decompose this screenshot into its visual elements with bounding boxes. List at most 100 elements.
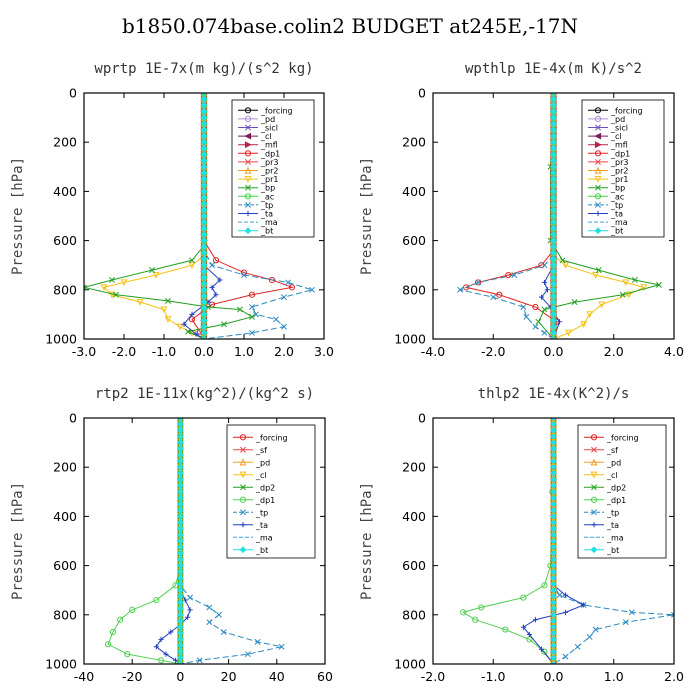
data-point (212, 257, 220, 264)
data-point (129, 606, 136, 613)
data-point (109, 277, 115, 283)
data-point (149, 267, 155, 274)
legend-entry: _bt (610, 227, 623, 236)
data-point (193, 331, 199, 337)
legend-marker (239, 496, 247, 503)
data-point (502, 626, 509, 633)
data-point (249, 313, 255, 320)
legend-marker (590, 434, 598, 441)
data-point (160, 306, 168, 314)
legend-entry: _ma (255, 533, 273, 542)
data-point (523, 313, 530, 320)
y-tick-label: 600 (402, 233, 426, 248)
data-point (185, 328, 191, 335)
data-point (200, 335, 208, 339)
legend-entry: _pd (255, 458, 270, 467)
panel-1: wprtp 1E-7x(m kg)/(s^2 kg) Pressure [hPa]… (10, 61, 334, 359)
data-point (562, 609, 569, 615)
legend-entry: _ta (255, 521, 268, 530)
data-point (463, 284, 470, 291)
data-point (520, 624, 526, 630)
legend-entry: _tp (606, 508, 619, 517)
data-point (550, 418, 557, 421)
legend-marker (244, 115, 252, 123)
x-tick-label: 3.0 (314, 344, 334, 359)
legend-entry: _ma (260, 218, 278, 227)
legend-marker (595, 184, 601, 191)
legend-entry: _sicl (260, 124, 278, 133)
y-axis-label: Pressure [hPa] (359, 157, 375, 275)
legend-marker (244, 141, 252, 149)
data-point (220, 629, 227, 635)
data-point (556, 319, 563, 325)
data-point (164, 316, 172, 324)
legend-marker (245, 124, 251, 131)
legend-entry: _forcing (255, 433, 288, 442)
y-tick-label: 1000 (394, 657, 426, 672)
legend-marker (595, 158, 601, 165)
legend-entry: _dp1 (606, 496, 626, 505)
data-point (571, 299, 578, 306)
y-tick-label: 1000 (45, 657, 77, 672)
data-point (244, 651, 251, 658)
data-point (574, 643, 581, 650)
data-point (541, 329, 548, 336)
x-tick-label: 0.0 (544, 669, 564, 684)
legend-marker (244, 176, 252, 183)
y-tick-label: 600 (53, 558, 77, 573)
series-line (522, 418, 585, 664)
y-tick-label: 0 (69, 411, 77, 426)
legend-marker (594, 141, 602, 149)
data-point (520, 304, 527, 310)
legend-marker (594, 193, 602, 200)
legend-entry: _ac (610, 192, 624, 201)
data-point (187, 607, 193, 613)
data-point (189, 257, 195, 264)
data-point (254, 638, 261, 645)
data-point (511, 272, 518, 278)
legend-entry: _tp (255, 508, 268, 517)
legend-entry: _ma (610, 218, 628, 227)
y-tick-label: 800 (53, 282, 77, 297)
legend-marker (594, 166, 602, 174)
plot-area (84, 93, 315, 339)
data-point (541, 262, 548, 269)
series-line (102, 93, 205, 339)
series-line (183, 93, 221, 339)
legend-entry: _forcing (610, 106, 643, 115)
data-point (475, 279, 482, 286)
legend-marker (239, 471, 247, 479)
legend-marker (245, 184, 251, 191)
x-tick-label: -2.0 (421, 669, 445, 684)
legend-marker (244, 166, 252, 174)
data-point (281, 294, 287, 301)
data-point (541, 306, 548, 313)
data-point (281, 323, 287, 330)
legend-marker (594, 227, 602, 235)
legend-marker (590, 471, 598, 479)
legend-entry: _mfl (610, 141, 628, 150)
legend-entry: _pd (610, 115, 625, 124)
data-point (117, 616, 124, 623)
data-point (213, 292, 219, 298)
legend-entry: _ac (260, 192, 274, 201)
legend-marker (594, 150, 602, 157)
data-point (550, 661, 557, 664)
plot-frame (432, 417, 675, 665)
data-point (165, 297, 171, 304)
legend-marker (590, 546, 598, 554)
series-line (458, 93, 554, 339)
legend-entry: _bt (260, 227, 273, 236)
legend-entry: _ma (606, 533, 624, 542)
legend-marker (244, 132, 252, 140)
y-tick-label: 1000 (394, 332, 426, 347)
legend-entry: _forcing (606, 433, 639, 442)
legend-marker (591, 509, 597, 516)
y-tick-label: 0 (418, 411, 426, 426)
legend-marker (245, 201, 251, 208)
data-point (189, 311, 195, 317)
y-tick-label: 600 (402, 558, 426, 573)
legend-entry: _mfl (260, 141, 278, 150)
data-point (153, 644, 159, 650)
